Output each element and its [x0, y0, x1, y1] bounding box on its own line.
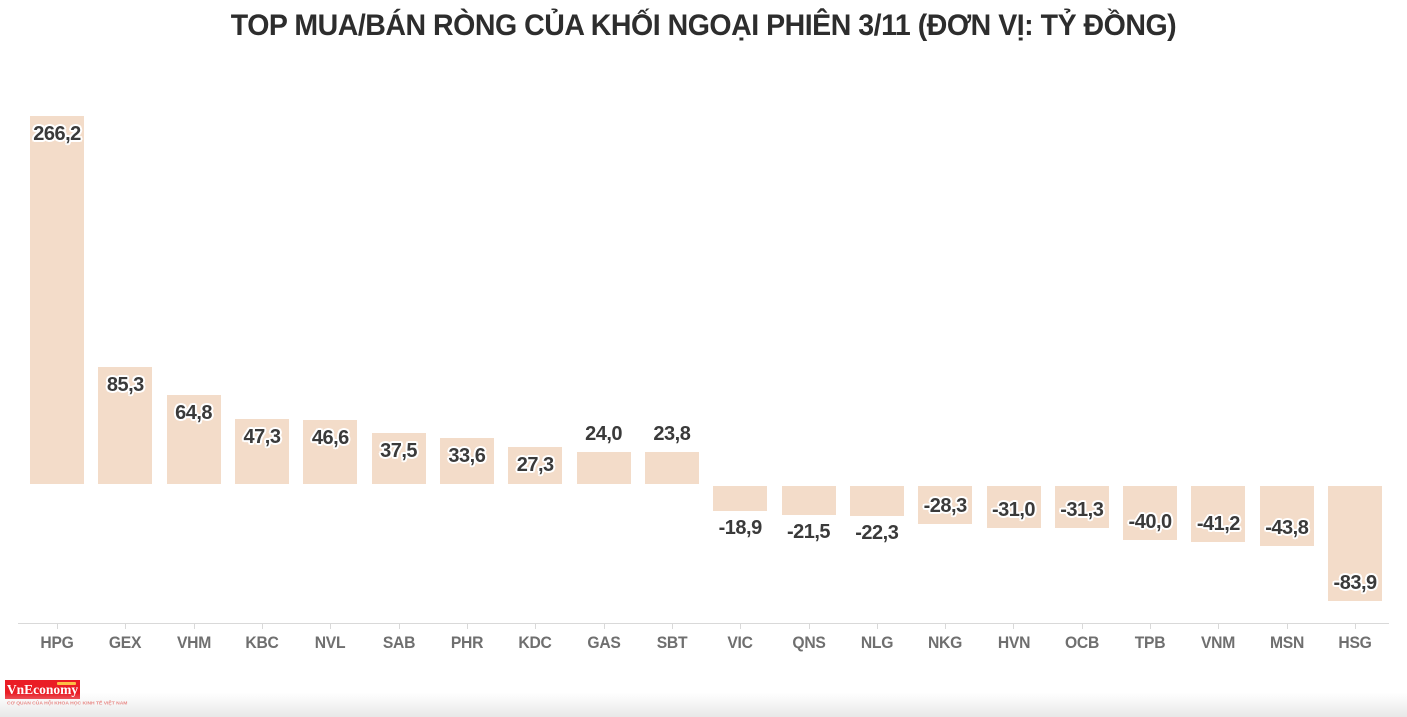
category-label-NLG: NLG: [860, 634, 894, 652]
category-label-KDC: KDC: [518, 634, 552, 652]
value-label-SAB: 37,5: [380, 440, 418, 462]
value-label-HVN: -31,0: [991, 499, 1036, 521]
category-label-SBT: SBT: [656, 634, 688, 652]
axis-tick: [1013, 623, 1014, 629]
bar-VNM: [1191, 486, 1246, 543]
value-label-HSG: -83,9: [1333, 572, 1378, 595]
axis-tick: [1082, 623, 1083, 629]
axis-tick: [57, 623, 58, 629]
logo-micro-text: [57, 682, 76, 685]
value-label-GAS: 24,0: [585, 422, 623, 445]
bar-TPB: [1123, 486, 1178, 541]
category-label-HPG: HPG: [40, 634, 74, 652]
value-label-HPG: 266,2: [33, 123, 81, 145]
bar-HVN: [986, 486, 1041, 528]
value-label-VHM: 64,8: [175, 402, 213, 425]
category-label-TPB: TPB: [1134, 634, 1166, 652]
value-label-VNM: -41,2: [1196, 513, 1241, 536]
bar-VHM: [166, 395, 221, 484]
axis-tick: [1355, 623, 1356, 629]
axis-tick: [809, 623, 810, 629]
axis-tick: [194, 623, 195, 629]
category-label-PHR: PHR: [450, 634, 484, 652]
axis-tick: [740, 623, 741, 629]
category-label-MSN: MSN: [1269, 634, 1304, 652]
bar-GEX: [98, 366, 153, 484]
category-label-OCB: OCB: [1064, 634, 1099, 652]
value-label-MSN: -43,8: [1265, 516, 1309, 539]
bar-OCB: [1054, 486, 1109, 529]
value-label-NKG: -28,3: [923, 495, 968, 518]
axis-tick: [877, 623, 878, 629]
value-label-QNS: -21,5: [786, 520, 831, 543]
category-label-GAS: GAS: [587, 634, 621, 652]
bar-QNS: [781, 486, 836, 515]
chart-title: TOP MUA/BÁN RÒNG CỦA KHỐI NGOẠI PHIÊN 3/…: [230, 9, 1177, 42]
category-label-SAB: SAB: [382, 634, 415, 652]
axis-tick: [604, 623, 605, 629]
category-label-NVL: NVL: [315, 634, 346, 652]
bar-MSN: [1259, 486, 1314, 546]
axis-tick: [672, 623, 673, 629]
bar-KBC: [235, 419, 289, 484]
bar-NVL: [303, 420, 358, 484]
value-label-GEX: 85,3: [106, 373, 144, 396]
category-label-HVN: HVN: [997, 634, 1030, 652]
bar-GAS: [576, 451, 631, 484]
category-label-HSG: HSG: [1338, 634, 1372, 652]
value-label-PHR: 33,6: [448, 445, 486, 468]
axis-tick: [1218, 623, 1219, 629]
value-label-KBC: 47,3: [243, 426, 281, 449]
bar-KDC: [508, 447, 563, 484]
bar-SAB: [371, 433, 426, 484]
bar-HSG: [1328, 486, 1383, 602]
category-label-NKG: NKG: [928, 634, 963, 652]
value-label-TPB: -40,0: [1128, 511, 1173, 534]
category-label-VNM: VNM: [1201, 634, 1236, 652]
axis-tick: [262, 623, 263, 629]
value-label-NVL: 46,6: [311, 427, 349, 450]
value-label-NLG: -22,3: [855, 521, 899, 544]
axis-tick: [535, 623, 536, 629]
value-label-OCB: -31,3: [1060, 499, 1104, 522]
category-label-VIC: VIC: [727, 634, 754, 652]
bar-HPG: [30, 116, 84, 484]
axis-tick: [945, 623, 946, 629]
value-label-KDC: 27,3: [516, 454, 554, 477]
axis-tick: [1287, 623, 1288, 629]
category-label-GEX: GEX: [109, 634, 142, 652]
bar-SBT: [644, 452, 699, 484]
value-label-VIC: -18,9: [718, 517, 763, 540]
axis-tick: [330, 623, 331, 629]
bar-NKG: [918, 486, 973, 525]
axis-tick: [1150, 623, 1151, 629]
x-axis-line: [18, 623, 1389, 624]
category-label-QNS: QNS: [791, 634, 826, 652]
bar-NLG: [849, 486, 904, 516]
axis-tick: [467, 623, 468, 629]
category-label-VHM: VHM: [176, 634, 211, 652]
bar-VIC: [713, 486, 768, 512]
axis-tick: [399, 623, 400, 629]
axis-tick: [125, 623, 126, 629]
bar-PHR: [439, 438, 494, 484]
bottom-gradient-strip: [0, 693, 1407, 717]
value-label-SBT: 23,8: [653, 423, 691, 445]
category-label-KBC: KBC: [245, 634, 279, 652]
